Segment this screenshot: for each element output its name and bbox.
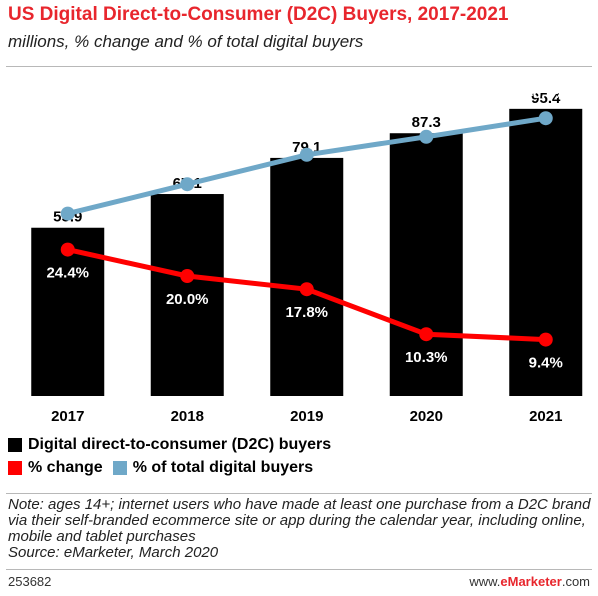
bar-value-label: 95.4 (531, 90, 561, 107)
x-tick-label: 2017 (51, 408, 84, 425)
change-point (180, 269, 195, 283)
x-tick-label: 2021 (529, 408, 562, 425)
share-data-label: 43.2% (405, 104, 448, 121)
share-point (60, 206, 75, 221)
note-text: Note: ages 14+; internet users who have … (8, 496, 591, 545)
brand-prefix: www. (469, 574, 501, 589)
divider (6, 493, 592, 494)
change-data-label: 17.8% (285, 304, 328, 321)
brand-link[interactable]: www.eMarketer.com (469, 574, 590, 589)
chart-title: US Digital Direct-to-Consumer (D2C) Buye… (8, 4, 509, 25)
bar (150, 194, 224, 396)
legend-item-change: % change (8, 459, 103, 477)
bar (509, 108, 583, 396)
share-data-label: 46.3% (524, 85, 567, 102)
change-data-label: 20.0% (166, 291, 209, 308)
chart-id: 253682 (8, 574, 52, 589)
legend-swatch-share (112, 461, 127, 475)
bar-value-label: 87.3 (412, 114, 441, 131)
bar (389, 133, 463, 396)
change-point (419, 327, 434, 342)
change-data-label: 24.4% (46, 265, 89, 282)
change-point (538, 332, 553, 347)
note-block: Note: ages 14+; internet users who have … (8, 497, 593, 561)
change-point (299, 282, 314, 297)
share-point (180, 177, 195, 192)
source-text: Source: eMarketer, March 2020 (8, 544, 219, 561)
legend-label-change: % change (28, 459, 103, 476)
legend-label-share: % of total digital buyers (132, 459, 314, 476)
change-point (60, 242, 75, 257)
bar (270, 157, 344, 396)
share-data-label: 40.2% (285, 122, 328, 139)
chart-area: 55.9201767.1201879.1201987.3202095.42021… (31, 85, 583, 425)
share-data-label: 35.3% (166, 151, 209, 168)
share-point (299, 147, 314, 162)
legend-label-bars: Digital direct-to-consumer (D2C) buyers (28, 436, 332, 453)
legend-swatch-bars (8, 438, 22, 452)
change-data-label: 10.3% (405, 349, 448, 366)
divider (6, 569, 592, 570)
legend-item-bars: Digital direct-to-consumer (D2C) buyers (8, 436, 331, 454)
share-point (419, 129, 434, 144)
share-point (538, 111, 553, 126)
legend-item-share: % of total digital buyers (112, 459, 314, 477)
divider (6, 66, 592, 67)
change-data-label: 9.4% (529, 355, 563, 372)
brand-name: eMarketer (500, 574, 562, 589)
x-tick-label: 2019 (290, 408, 323, 425)
x-tick-label: 2020 (410, 408, 443, 425)
chart-subtitle: millions, % change and % of total digita… (8, 32, 364, 51)
x-tick-label: 2018 (171, 408, 204, 425)
brand-suffix: .com (561, 574, 590, 589)
share-data-label: 30.4% (46, 181, 89, 198)
legend-swatch-change (8, 461, 22, 475)
